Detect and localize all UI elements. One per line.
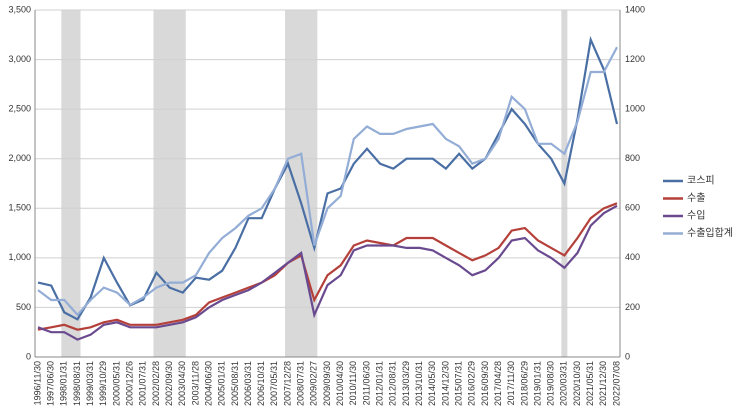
legend-label: 수입 <box>687 209 705 222</box>
y-tick-label: 3,500 <box>8 4 31 14</box>
legend-label: 수출 <box>687 192 705 204</box>
y2-tick-label: 1000 <box>625 104 645 114</box>
x-tick-label: 2018/06/29 <box>519 361 529 406</box>
x-tick-label: 1998/01/31 <box>59 361 69 406</box>
y2-tick-label: 1400 <box>625 4 645 14</box>
x-tick-label: 2021/05/31 <box>585 361 595 406</box>
x-tick-label: 2019/01/31 <box>532 361 542 406</box>
x-tick-label: 2006/03/31 <box>243 361 253 406</box>
y-tick-label: 500 <box>16 302 31 312</box>
y-tick-label: 0 <box>26 351 31 361</box>
x-tick-label: 2019/08/30 <box>546 361 556 406</box>
x-tick-label: 2010/04/30 <box>335 361 345 406</box>
y-tick-label: 1,500 <box>8 203 31 213</box>
x-tick-label: 2011/06/30 <box>361 361 371 405</box>
x-tick-label: 1997/06/30 <box>46 361 56 406</box>
x-tick-label: 2016/09/30 <box>480 361 490 406</box>
x-tick-label: 1999/03/31 <box>85 361 95 406</box>
series-line <box>37 204 618 341</box>
y2-tick-label: 0 <box>625 351 630 361</box>
x-tick-label: 2007/12/28 <box>282 361 292 406</box>
x-tick-label: 2012/08/31 <box>388 361 398 406</box>
shaded-period <box>61 10 81 357</box>
x-tick-label: 2020/03/31 <box>559 361 569 406</box>
x-tick-label: 2009/09/30 <box>322 361 332 406</box>
x-tick-label: 2017/04/28 <box>493 361 503 406</box>
x-tick-label: 2000/12/26 <box>124 361 134 406</box>
x-tick-label: 2005/08/31 <box>230 361 240 406</box>
x-tick-label: 2021/12/30 <box>598 361 608 406</box>
x-tick-label: 2022/07/08 <box>611 361 621 406</box>
x-tick-label: 2007/05/31 <box>269 361 279 406</box>
x-tick-label: 2009/02/27 <box>309 361 319 406</box>
x-tick-label: 2003/04/30 <box>177 361 187 406</box>
y2-tick-label: 1200 <box>625 54 645 64</box>
y-tick-label: 1,000 <box>8 252 31 262</box>
x-tick-label: 2005/01/31 <box>217 361 227 406</box>
x-tick-label: 2014/12/30 <box>440 361 450 406</box>
legend-label: 수출입합계 <box>687 226 733 239</box>
x-tick-label: 2008/07/31 <box>296 361 306 406</box>
y2-tick-label: 800 <box>625 153 640 163</box>
x-tick-label: 2016/02/29 <box>467 361 477 406</box>
y2-tick-label: 200 <box>625 302 640 312</box>
x-tick-label: 2001/07/31 <box>138 361 148 406</box>
x-tick-label: 2012/01/31 <box>375 361 385 406</box>
series-line <box>37 202 618 331</box>
x-tick-label: 2017/11/30 <box>506 361 516 405</box>
x-tick-label: 2006/10/31 <box>256 361 266 406</box>
x-tick-label: 2010/11/30 <box>348 361 358 405</box>
x-tick-label: 1998/08/31 <box>72 361 82 406</box>
x-tick-label: 2002/02/28 <box>151 361 161 406</box>
y-tick-label: 2,000 <box>8 153 31 163</box>
series-line <box>37 46 618 317</box>
x-tick-label: 2013/03/29 <box>401 361 411 406</box>
x-tick-label: 2013/10/31 <box>414 361 424 406</box>
x-tick-label: 2020/10/30 <box>572 361 582 406</box>
x-tick-label: 1996/11/30 <box>32 361 42 405</box>
x-tick-label: 2004/06/30 <box>203 361 213 406</box>
y-tick-label: 2,500 <box>8 104 31 114</box>
y2-tick-label: 400 <box>625 252 640 262</box>
x-tick-label: 2014/05/30 <box>427 361 437 406</box>
x-tick-label: 2002/09/30 <box>164 361 174 406</box>
x-tick-label: 2000/05/31 <box>111 361 121 406</box>
x-tick-label: 1999/10/29 <box>98 361 108 406</box>
y2-tick-label: 600 <box>625 203 640 213</box>
x-tick-label: 2015/07/31 <box>453 361 463 406</box>
x-tick-label: 2003/11/28 <box>190 361 200 405</box>
shaded-period <box>153 10 186 357</box>
y-tick-label: 3,000 <box>8 54 31 64</box>
legend-label: 코스피 <box>687 175 715 187</box>
